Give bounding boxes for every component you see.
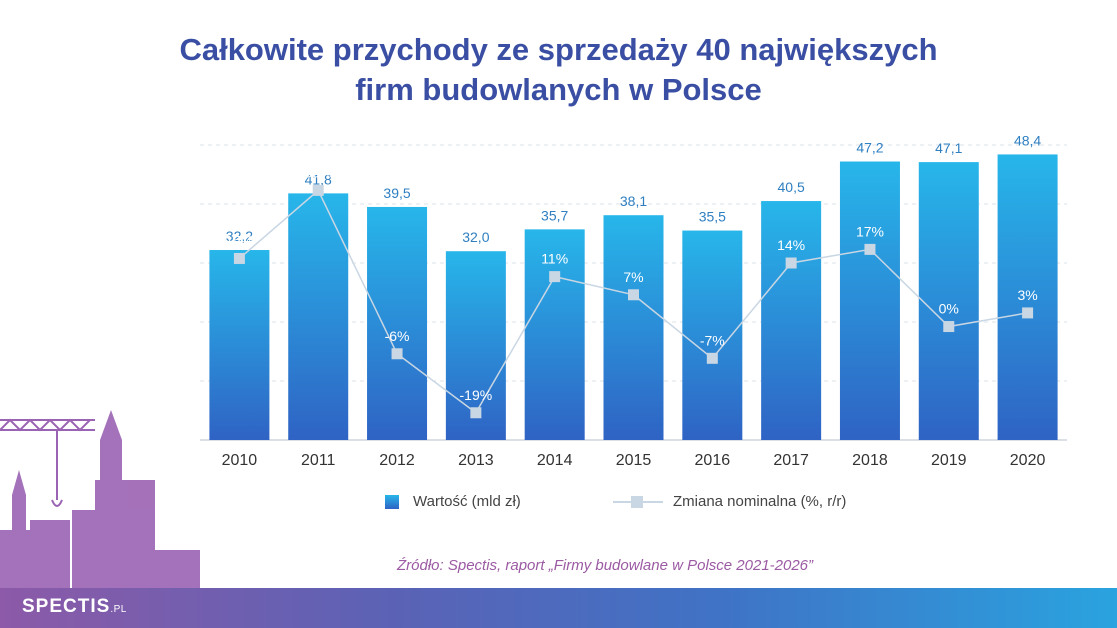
bar-value-label: 35,7 [541, 207, 568, 223]
bar-2018 [839, 161, 900, 440]
bar-value-label: 47,1 [935, 140, 962, 156]
x-tick-label: 2015 [616, 452, 652, 469]
pct-change-label: 11% [541, 251, 568, 267]
bar-2015 [603, 215, 664, 440]
x-tick-label: 2018 [852, 452, 888, 469]
bar-2010 [209, 250, 270, 440]
pct-change-label: 17% [856, 223, 884, 239]
pct-change-label: 3% [1017, 287, 1037, 303]
chart-title-line-1: Całkowite przychody ze sprzedaży 40 najw… [179, 32, 938, 67]
change-marker-2020 [1022, 307, 1034, 319]
x-tick-label: 2017 [773, 452, 809, 469]
pct-change-label: 0% [939, 301, 959, 317]
legend-bar-label: Wartość (mld zł) [413, 493, 521, 510]
legend-line-entry: Zmiana nominalna (%, r/r) [613, 493, 846, 510]
chart-title: Całkowite przychody ze sprzedaży 40 najw… [0, 30, 1117, 110]
city-skyline-illustration [0, 410, 200, 590]
change-marker-2011 [312, 184, 324, 196]
bar-value-label: 32,2 [226, 228, 253, 244]
bar-value-label: 41,8 [305, 171, 332, 187]
change-marker-2017 [785, 257, 797, 269]
bar-2011 [288, 193, 349, 440]
pct-change-label: 15% [225, 232, 253, 248]
logo-text: SPECTIS [22, 596, 111, 617]
spectis-logo[interactable]: SPECTIS.PL [22, 596, 127, 618]
bar-value-label: 47,2 [856, 140, 883, 156]
bar-2017 [761, 201, 822, 440]
bar-value-label: 38,1 [620, 193, 647, 209]
legend-line-label: Zmiana nominalna (%, r/r) [673, 493, 847, 510]
legend-line-swatch [613, 495, 663, 509]
change-marker-2016 [706, 352, 718, 364]
bar-value-label: 35,5 [699, 209, 726, 225]
x-tick-label: 2011 [301, 452, 336, 469]
x-tick-label: 2016 [695, 452, 731, 469]
bar-2020 [997, 154, 1058, 440]
change-marker-2012 [391, 348, 403, 360]
change-marker-2013 [470, 407, 482, 419]
change-marker-2010 [233, 252, 245, 264]
change-marker-2018 [864, 243, 876, 255]
x-tick-label: 2012 [379, 452, 415, 469]
pct-change-label: 7% [623, 269, 643, 285]
chart-title-line-2: firm budowlanych w Polsce [355, 72, 762, 107]
change-marker-2014 [549, 271, 561, 283]
source-note: Źródło: Spectis, raport „Firmy budowlane… [397, 557, 814, 574]
change-marker-2019 [943, 321, 955, 333]
change-marker-2015 [628, 289, 639, 301]
x-tick-label: 2010 [222, 452, 258, 469]
bar-value-label: 40,5 [778, 179, 805, 195]
pct-change-label: -19% [460, 387, 493, 403]
bar-value-label: 32,0 [462, 229, 489, 245]
pct-change-label: 30% [304, 164, 332, 180]
bar-2012 [367, 206, 428, 440]
logo-tld: .PL [110, 604, 127, 615]
x-tick-label: 2014 [537, 452, 573, 469]
x-tick-label: 2013 [458, 452, 494, 469]
legend-bar-entry: Wartość (mld zł) [385, 493, 521, 510]
x-tick-label: 2020 [1010, 452, 1046, 469]
pct-change-label: -6% [385, 328, 410, 344]
x-tick-label: 2019 [931, 452, 967, 469]
pct-change-label: -7% [700, 332, 725, 348]
bar-value-label: 39,5 [383, 185, 410, 201]
bar-2019 [918, 162, 979, 441]
pct-change-label: 14% [777, 237, 805, 253]
footer-band [0, 588, 1117, 628]
legend-bar-swatch [385, 494, 399, 509]
bar-2014 [524, 229, 585, 440]
bar-value-label: 48,4 [1014, 132, 1041, 148]
